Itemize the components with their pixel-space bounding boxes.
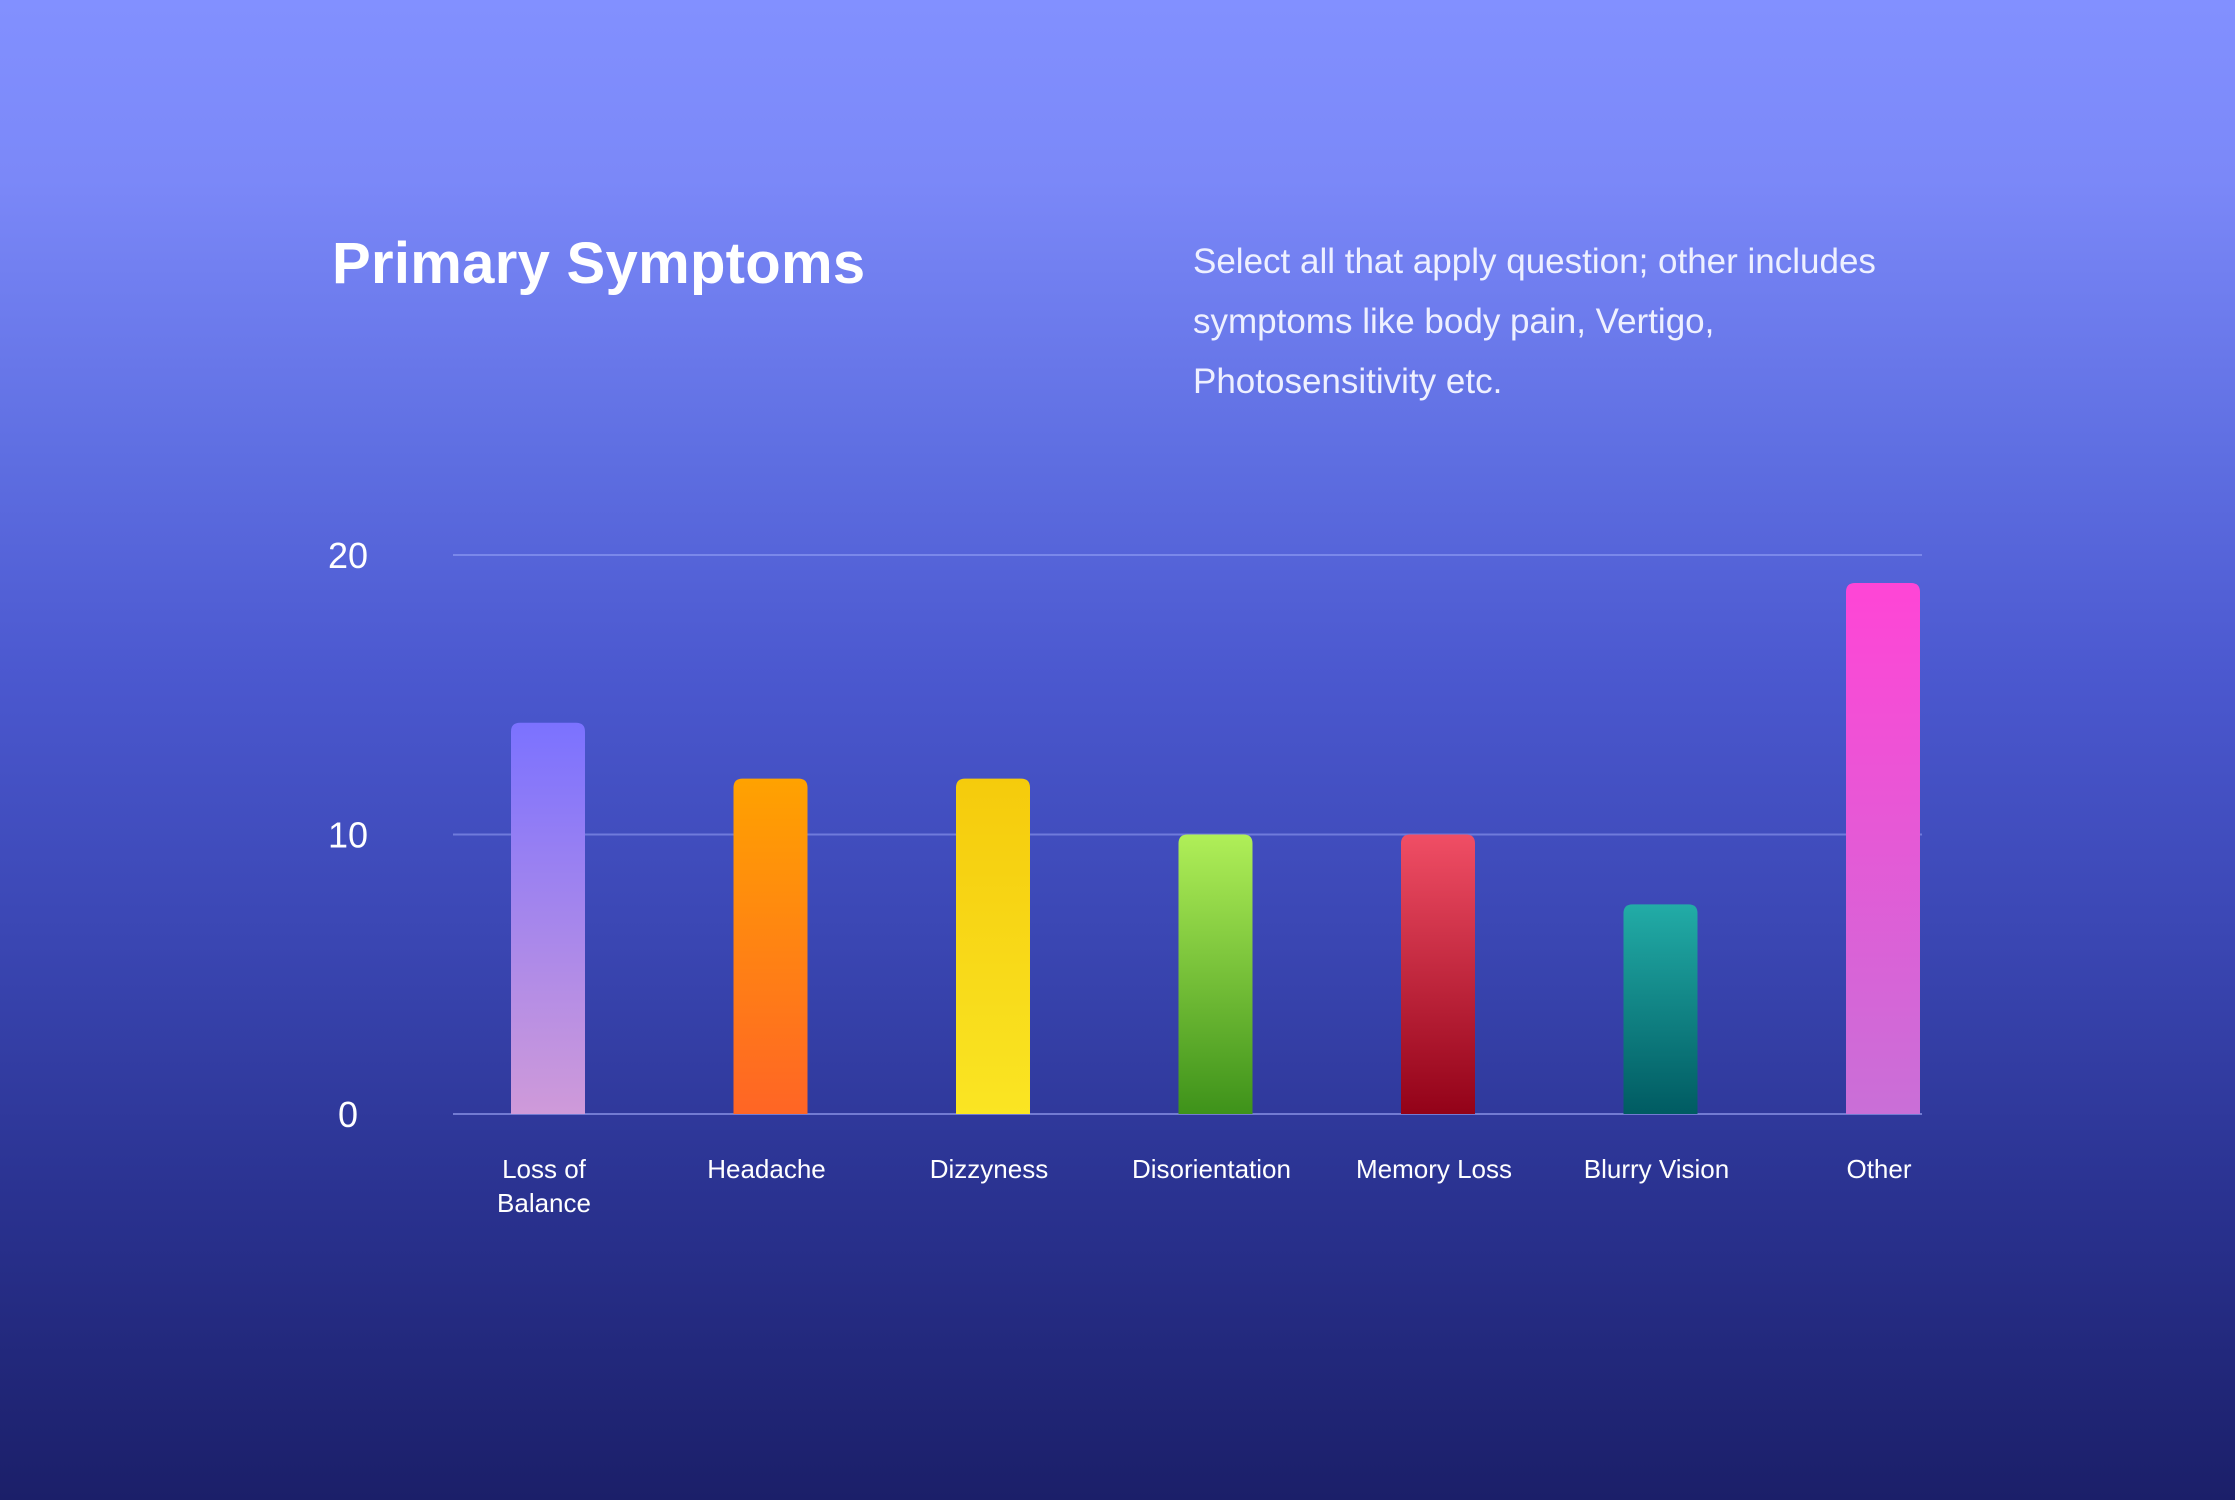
bar-dizzyness	[956, 778, 1030, 1114]
bar-loss-of-balance	[511, 722, 585, 1114]
chart-note-line: Photosensitivity etc.	[1193, 362, 1503, 401]
x-tick-label: Headache	[707, 1154, 826, 1184]
y-axis-ticks: 0 10 20	[328, 535, 368, 1135]
x-tick-label: Loss of Balance	[497, 1154, 591, 1218]
chart-note-line: Select all that apply question; other in…	[1193, 242, 1876, 281]
bar-disorientation	[1178, 834, 1253, 1114]
bar-memory-loss	[1401, 834, 1475, 1114]
chart-note-line: symptoms like body pain, Vertigo,	[1193, 302, 1715, 341]
y-tick-label: 0	[338, 1094, 358, 1135]
bar-headache	[733, 778, 808, 1114]
x-tick-label: Other	[1846, 1154, 1911, 1184]
bar-blurry-vision	[1623, 904, 1698, 1114]
x-tick-label: Memory Loss	[1356, 1154, 1512, 1184]
x-tick-label: Disorientation	[1132, 1154, 1291, 1184]
y-tick-label: 10	[328, 815, 368, 856]
bars	[511, 582, 1920, 1114]
y-tick-label: 20	[328, 535, 368, 576]
chart-note: Select all that apply question; other in…	[1193, 232, 1953, 412]
x-axis-labels: Loss of Balance Headache Dizzyness Disorient…	[497, 1154, 1912, 1218]
chart-title: Primary Symptoms	[332, 231, 866, 296]
bar-other	[1846, 582, 1920, 1114]
x-tick-label: Dizzyness	[930, 1154, 1048, 1184]
x-tick-label: Blurry Vision	[1584, 1154, 1729, 1184]
